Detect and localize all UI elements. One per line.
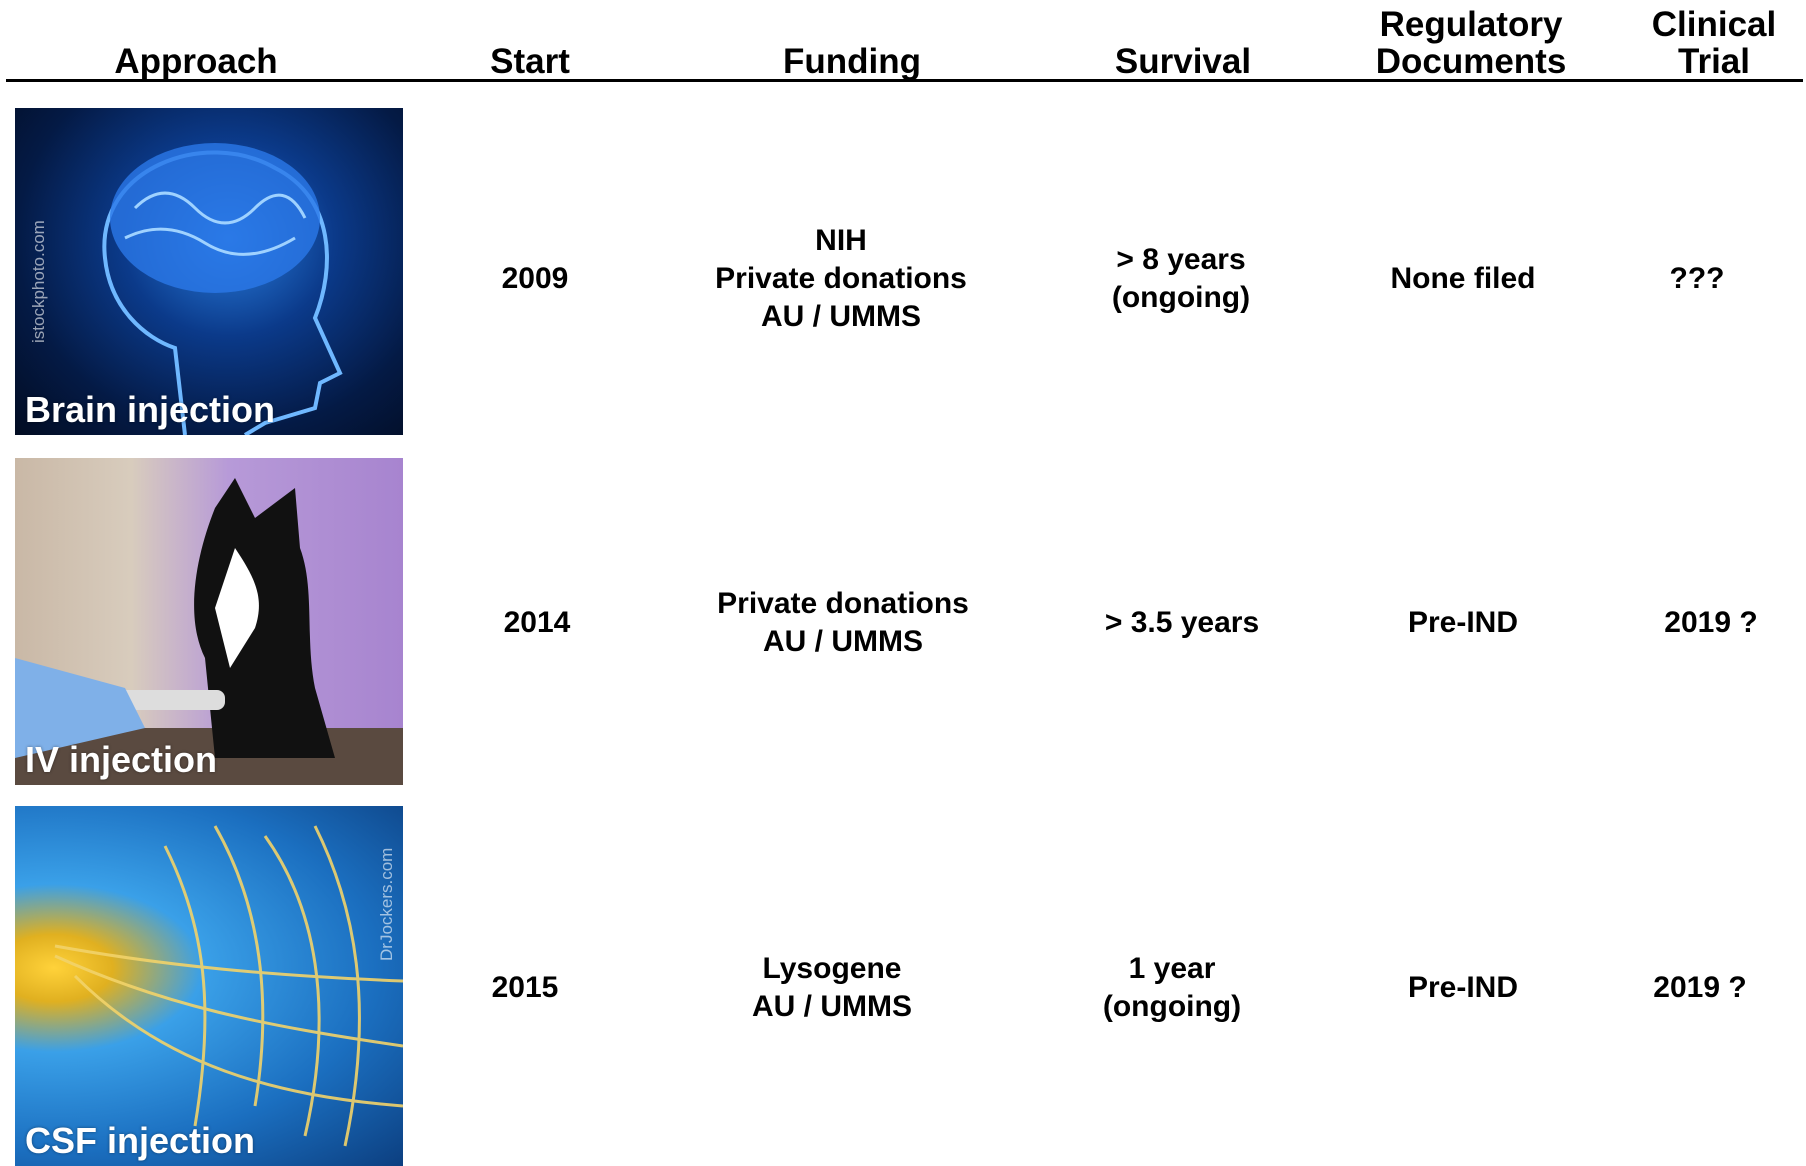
funding-cell: Lysogene AU / UMMS [752,950,912,1026]
image-credit: DrJockers.com [377,847,396,961]
survival-cell: > 3.5 years [1105,604,1259,642]
survival-cell: 1 year (ongoing) [1103,950,1241,1026]
approach-label: CSF injection [25,1120,256,1161]
cell-line: AU / UMMS [752,990,912,1023]
approach-image: istockphoto.com Brain injection [15,108,403,435]
image-credit: istockphoto.com [29,220,48,343]
cell-line: AU / UMMS [761,300,921,333]
clinical-trial-cell: 2019 ? [1653,971,1747,1004]
header-line: Trial [1678,42,1750,81]
header-line: Survival [1114,42,1252,81]
cell-line: > 8 years [1116,243,1246,276]
start-cell: 2015 [491,971,559,1004]
header-line: Funding [782,42,922,81]
survival-cell: > 8 years (ongoing) [1112,241,1250,317]
clinical-trial-cell: 2019 ? [1664,606,1758,639]
funding-cell: NIH Private donations AU / UMMS [715,222,967,336]
column-header: Start [490,43,570,80]
regulatory-cell: Pre-IND [1407,971,1519,1004]
cell-line: (ongoing) [1111,281,1251,314]
column-header: Approach [114,43,277,80]
column-header: Survival [1115,43,1251,80]
regulatory-cell: None filed [1390,262,1536,295]
header-line: Clinical [1651,5,1777,44]
header-line: Documents [1375,42,1567,81]
approach-label: IV injection [25,739,218,780]
cell-line: Private donations [717,587,969,620]
cell-line: Lysogene [762,952,902,985]
header-line: Start [490,42,570,81]
cell-line: AU / UMMS [763,625,923,658]
header-line: Regulatory [1379,5,1563,44]
regulatory-cell: Pre-IND [1407,606,1519,639]
cell-line: > 3.5 years [1104,606,1260,639]
header-rule [6,79,1803,82]
cell-line: Private donations [715,262,967,295]
illustration [102,143,343,435]
illustration [15,478,403,785]
cell-line: NIH [815,224,867,257]
approach-image: DrJockers.com CSF injection [15,806,403,1166]
funding-cell: Private donations AU / UMMS [717,585,969,661]
header-line: Approach [114,42,278,81]
approach-label: Brain injection [25,389,276,430]
start-cell: 2014 [503,606,571,639]
illustration [54,825,403,1147]
cell-line: 1 year [1128,952,1216,985]
clinical-trial-cell: ??? [1669,262,1725,295]
column-header: Clinical Trial [1652,6,1776,80]
approach-image: IV injection [15,458,403,785]
cell-line: (ongoing) [1102,990,1242,1023]
column-header: Regulatory Documents [1376,6,1567,80]
column-header: Funding [783,43,921,80]
start-cell: 2009 [501,262,569,295]
